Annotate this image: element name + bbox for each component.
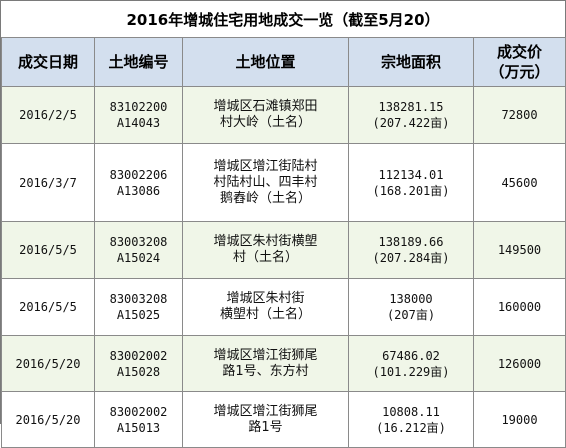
cell-location-line: 增城区增江街狮尾	[213, 403, 318, 419]
cell-area: 67486.02 (101.229亩)	[348, 335, 474, 392]
cell-location: 增城区增江街陆村 村陆村山、四丰村 鹅舂岭（土名）	[182, 143, 349, 222]
cell-area-line: (16.212亩)	[376, 420, 446, 435]
cell-location-line: 横塱村（土名）	[219, 307, 311, 322]
cell-code-line: 83002002	[109, 348, 168, 363]
cell-code: 83002206 A13086	[94, 143, 183, 222]
cell-code-line: 83003208	[109, 235, 168, 249]
cell-location-line: 增城区朱村街	[226, 291, 305, 306]
cell-price: 72800	[473, 86, 566, 144]
cell-code-line: A15028	[116, 364, 161, 379]
cell-code-line: A15013	[116, 420, 161, 435]
cell-code: 83002002 A15013	[94, 391, 183, 448]
cell-code-line: A14043	[116, 116, 161, 130]
cell-date: 2016/5/20	[1, 391, 95, 448]
header-location: 土地位置	[182, 37, 349, 87]
table-row: 2016/5/5 83003208 A15024 增城区朱村街横塱 村（土名） …	[1, 221, 566, 279]
cell-area-line: (168.201亩)	[372, 183, 450, 198]
cell-code: 83003208 A15024	[94, 221, 183, 279]
header-price: 成交价 （万元）	[473, 37, 566, 87]
cell-location: 增城区朱村街 横塱村（土名）	[182, 278, 349, 336]
header-price-line1: 成交价	[496, 43, 542, 61]
cell-code-line: A15024	[116, 251, 161, 265]
table-row: 2016/3/7 83002206 A13086 增城区增江街陆村 村陆村山、四…	[1, 143, 566, 222]
cell-location-line: 增城区增江街陆村	[213, 158, 318, 174]
cell-date: 2016/5/5	[1, 221, 95, 279]
cell-price: 19000	[473, 391, 566, 448]
cell-code-line: 83002002	[109, 404, 168, 419]
cell-location: 增城区增江街狮尾 路1号	[182, 391, 349, 448]
table-row: 2016/5/5 83003208 A15025 增城区朱村街 横塱村（土名） …	[1, 278, 566, 336]
cell-area-line: 138281.15	[378, 100, 444, 114]
table-row: 2016/5/20 83002002 A15013 增城区增江街狮尾 路1号 1…	[1, 391, 566, 448]
cell-area-line: 138000	[389, 292, 433, 306]
cell-price: 126000	[473, 335, 566, 392]
cell-price: 45600	[473, 143, 566, 222]
cell-code-line: A13086	[116, 183, 161, 198]
table-row: 2016/2/5 83102200 A14043 增城区石滩镇郑田 村大岭（土名…	[1, 86, 566, 144]
cell-location-line: 增城区增江街狮尾	[213, 347, 318, 363]
cell-date: 2016/2/5	[1, 86, 95, 144]
cell-area-line: 67486.02	[382, 348, 440, 363]
cell-location-line: 鹅舂岭（土名）	[219, 190, 311, 206]
cell-area-line: (101.229亩)	[372, 364, 450, 379]
cell-area-line: (207.284亩)	[372, 251, 450, 265]
cell-area-line: 112134.01	[378, 167, 444, 182]
cell-location-line: 村大岭（土名）	[219, 115, 311, 130]
cell-price: 160000	[473, 278, 566, 336]
land-transactions-table: 成交日期 土地编号 土地位置 宗地面积 成交价 （万元） 2016/2/5 83…	[1, 37, 566, 448]
cell-code-line: 83102200	[109, 100, 168, 114]
cell-code-line: A15025	[116, 308, 161, 322]
cell-location-line: 增城区石滩镇郑田	[213, 99, 318, 114]
header-area: 宗地面积	[348, 37, 474, 87]
cell-area-line: (207亩)	[386, 308, 436, 322]
cell-date: 2016/5/20	[1, 335, 95, 392]
table-row: 2016/5/20 83002002 A15028 增城区增江街狮尾 路1号、东…	[1, 335, 566, 392]
cell-code: 83102200 A14043	[94, 86, 183, 144]
cell-code: 83002002 A15028	[94, 335, 183, 392]
cell-location: 增城区朱村街横塱 村（土名）	[182, 221, 349, 279]
cell-location: 增城区增江街狮尾 路1号、东方村	[182, 335, 349, 392]
cell-location-line: 村陆村山、四丰村	[213, 174, 318, 190]
table-title: 2016年增城住宅用地成交一览（截至5月20）	[1, 1, 565, 38]
cell-area: 138281.15 (207.422亩)	[348, 86, 474, 144]
cell-area-line: 10808.11	[382, 404, 440, 419]
cell-location-line: 路1号、东方村	[222, 363, 309, 379]
cell-area-line: 138189.66	[378, 235, 444, 249]
cell-location: 增城区石滩镇郑田 村大岭（土名）	[182, 86, 349, 144]
cell-area: 138000 (207亩)	[348, 278, 474, 336]
cell-date: 2016/3/7	[1, 143, 95, 222]
header-date: 成交日期	[1, 37, 95, 87]
cell-area: 10808.11 (16.212亩)	[348, 391, 474, 448]
cell-area-line: (207.422亩)	[372, 116, 450, 130]
cell-date: 2016/5/5	[1, 278, 95, 336]
cell-location-line: 增城区朱村街横塱	[213, 234, 318, 249]
header-row: 成交日期 土地编号 土地位置 宗地面积 成交价 （万元）	[1, 37, 566, 87]
cell-area: 138189.66 (207.284亩)	[348, 221, 474, 279]
cell-code-line: 83003208	[109, 292, 168, 306]
cell-price: 149500	[473, 221, 566, 279]
cell-location-line: 路1号	[248, 419, 283, 435]
cell-location-line: 村（土名）	[232, 250, 298, 265]
cell-area: 112134.01 (168.201亩)	[348, 143, 474, 222]
cell-code: 83003208 A15025	[94, 278, 183, 336]
header-code: 土地编号	[94, 37, 183, 87]
cell-code-line: 83002206	[109, 167, 168, 182]
header-price-line2: （万元）	[489, 63, 550, 81]
